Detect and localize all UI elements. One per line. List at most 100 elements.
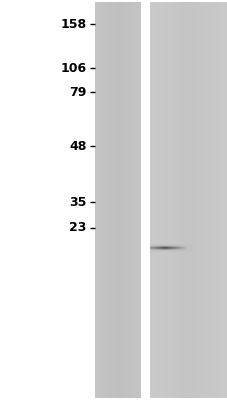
Bar (189, 2, 190, 398)
Bar (196, 2, 197, 398)
Bar (95, 2, 96, 398)
Bar (108, 2, 109, 398)
Bar (171, 2, 172, 398)
Bar (136, 2, 137, 398)
Bar (193, 2, 194, 398)
Bar (159, 2, 160, 398)
Bar (173, 2, 174, 398)
Bar (219, 2, 220, 398)
Text: 35: 35 (69, 196, 86, 208)
Bar (197, 2, 198, 398)
Bar (134, 2, 135, 398)
Bar (104, 2, 105, 398)
Bar (131, 2, 132, 398)
Bar (200, 2, 201, 398)
Bar (96, 2, 97, 398)
Bar (210, 2, 211, 398)
Bar (188, 2, 189, 398)
Bar (215, 2, 216, 398)
Bar (110, 2, 111, 398)
Bar (161, 2, 162, 398)
Bar (140, 2, 141, 398)
Bar (217, 2, 218, 398)
Bar (115, 2, 116, 398)
Bar (199, 2, 200, 398)
Bar (167, 2, 168, 398)
Bar (132, 2, 133, 398)
Bar (133, 2, 134, 398)
Text: 23: 23 (69, 222, 86, 234)
Bar (176, 2, 177, 398)
Bar (223, 2, 224, 398)
Bar (106, 2, 107, 398)
Bar (202, 2, 203, 398)
Bar (178, 2, 179, 398)
Bar (214, 2, 215, 398)
Bar (101, 2, 102, 398)
Bar (137, 2, 138, 398)
Bar (163, 2, 164, 398)
Bar (150, 2, 151, 398)
Bar (154, 2, 155, 398)
Bar (203, 2, 204, 398)
Bar (135, 2, 136, 398)
Bar (166, 2, 167, 398)
Bar (102, 2, 103, 398)
Bar (209, 2, 210, 398)
Bar (212, 2, 213, 398)
Bar (224, 2, 225, 398)
Bar (207, 2, 208, 398)
Bar (119, 2, 120, 398)
Bar (172, 2, 173, 398)
Bar (118, 2, 119, 398)
Bar (179, 2, 180, 398)
Bar (201, 2, 202, 398)
Bar (177, 2, 178, 398)
Bar (195, 2, 196, 398)
Bar (155, 2, 156, 398)
Bar (125, 2, 126, 398)
Bar (98, 2, 99, 398)
Bar (213, 2, 214, 398)
Bar (222, 2, 223, 398)
Bar (175, 2, 176, 398)
Bar (186, 2, 187, 398)
Bar (165, 2, 166, 398)
Bar (105, 2, 106, 398)
Bar (184, 2, 185, 398)
Text: 79: 79 (69, 86, 86, 98)
Bar (153, 2, 154, 398)
Bar (97, 2, 98, 398)
Bar (113, 2, 114, 398)
Bar (121, 2, 122, 398)
Bar (211, 2, 212, 398)
Bar (156, 2, 157, 398)
Bar (181, 2, 182, 398)
Bar (112, 2, 113, 398)
Bar (124, 2, 125, 398)
Bar (205, 2, 206, 398)
Bar (162, 2, 163, 398)
Bar (127, 2, 128, 398)
Bar (187, 2, 188, 398)
Bar (151, 2, 152, 398)
Bar (221, 2, 222, 398)
Bar (111, 2, 112, 398)
Bar (190, 2, 191, 398)
Bar (180, 2, 181, 398)
Bar (123, 2, 124, 398)
Bar (158, 2, 159, 398)
Bar (152, 2, 153, 398)
Bar (139, 2, 140, 398)
Bar (130, 2, 131, 398)
Bar (204, 2, 205, 398)
Text: 48: 48 (69, 140, 86, 152)
Bar (194, 2, 195, 398)
Bar (109, 2, 110, 398)
Text: 158: 158 (60, 18, 86, 30)
Bar (100, 2, 101, 398)
Bar (94, 2, 95, 398)
Bar (138, 2, 139, 398)
Bar (157, 2, 158, 398)
Bar (191, 2, 192, 398)
